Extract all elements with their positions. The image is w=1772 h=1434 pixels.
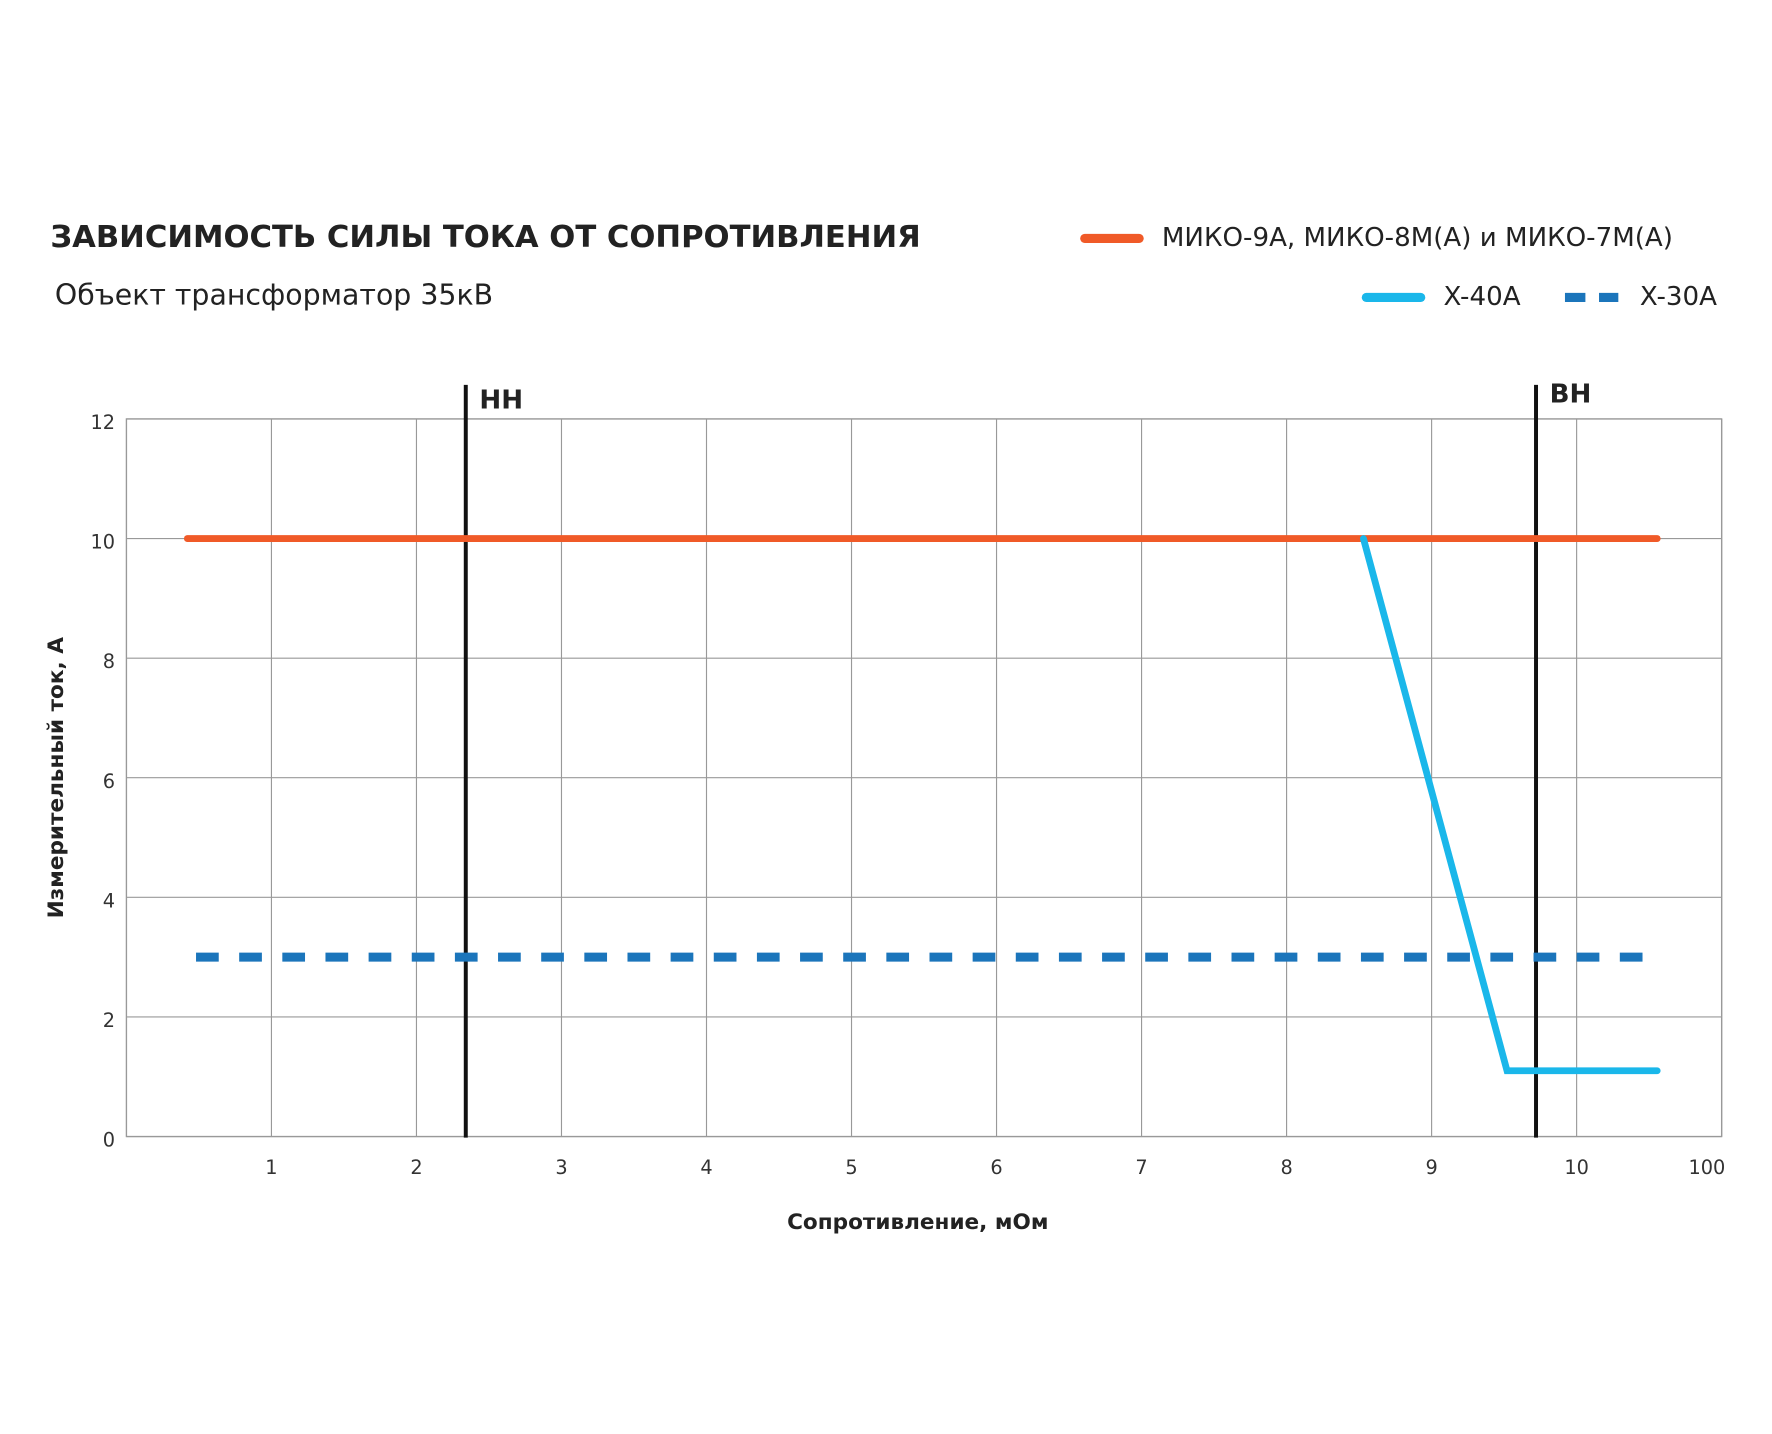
- y-tick-label: 12: [91, 411, 116, 434]
- x-tick-label: 2: [410, 1156, 422, 1179]
- x-tick-label: 100: [1688, 1156, 1725, 1179]
- x-tick-label: 8: [1280, 1156, 1292, 1179]
- series-line: [1360, 535, 1661, 1075]
- marker-label: ВН: [1550, 380, 1592, 410]
- x-tick-label: 3: [555, 1156, 567, 1179]
- y-tick-label: 10: [91, 531, 116, 554]
- x-tick-label: 5: [845, 1156, 857, 1179]
- chart-title: ЗАВИСИМОСТЬ СИЛЫ ТОКА ОТ СОПРОТИВЛЕНИЯ: [50, 220, 920, 255]
- x-tick-label: 1: [265, 1156, 277, 1179]
- x-tick-label: 10: [1564, 1156, 1589, 1179]
- marker-label: НН: [479, 385, 523, 415]
- x-tick-label: 7: [1135, 1156, 1147, 1179]
- x-tick-label: 6: [990, 1156, 1002, 1179]
- x-tick-label: 4: [700, 1156, 712, 1179]
- y-tick-label: 0: [103, 1129, 115, 1152]
- x-axis-label: Сопротивление, мОм: [787, 1210, 1048, 1235]
- y-tick-label: 2: [103, 1009, 115, 1032]
- y-tick-label: 6: [103, 770, 115, 793]
- y-axis-label: Измерительный ток, А: [44, 637, 69, 919]
- y-tick-label: 8: [103, 650, 115, 673]
- legend-label: X-40A: [1443, 282, 1520, 312]
- x-tick-label: 9: [1425, 1156, 1437, 1179]
- chart-subtitle: Объект трансформатор 35кВ: [55, 278, 493, 311]
- legend-label: МИКО-9А, МИКО-8М(А) и МИКО-7М(А): [1162, 223, 1673, 253]
- legend-label: X-30A: [1640, 282, 1717, 312]
- y-tick-label: 4: [103, 889, 115, 912]
